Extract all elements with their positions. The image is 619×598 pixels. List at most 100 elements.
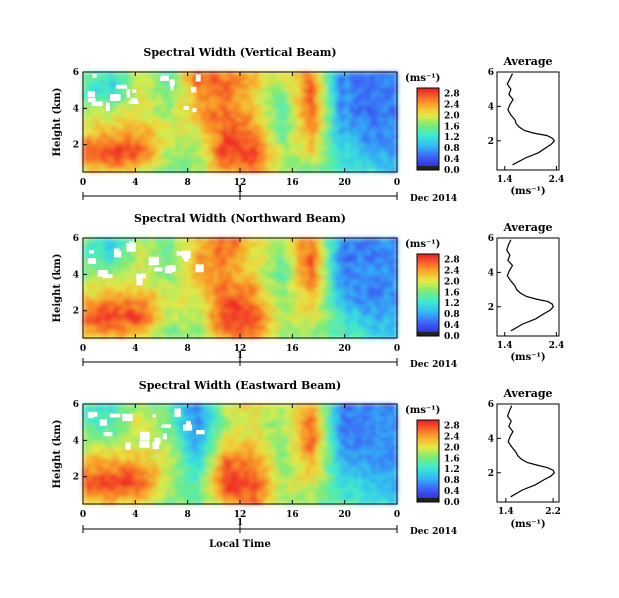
- heatmap-cell: [174, 474, 180, 480]
- heatmap-cell: [240, 130, 245, 136]
- heatmap-cell: [83, 113, 88, 119]
- heatmap-cell: [174, 109, 180, 115]
- heatmap-cell: [370, 80, 376, 86]
- heatmap-cell: [104, 159, 110, 165]
- heatmap-cell: [261, 313, 267, 318]
- heatmap-cell: [344, 122, 350, 127]
- heatmap-cell: [244, 242, 250, 247]
- heatmap-cell: [213, 134, 219, 140]
- heatmap-cell: [104, 454, 110, 459]
- heatmap-cell: [279, 408, 285, 413]
- heatmap-cell: [122, 250, 128, 256]
- heatmap-cell: [135, 246, 141, 252]
- heatmap-cell: [209, 474, 215, 480]
- heatmap-cell: [218, 470, 224, 476]
- heatmap-cell: [117, 416, 123, 422]
- heatmap-cell: [122, 283, 128, 289]
- heatmap-cell: [257, 412, 263, 418]
- heatmap-cell: [388, 292, 394, 297]
- heatmap-cell: [183, 80, 189, 86]
- heatmap-cell: [117, 238, 123, 243]
- heatmap-cell: [135, 80, 141, 86]
- heatmap-cell: [270, 242, 276, 247]
- heatmap-cell: [213, 250, 219, 256]
- heatmap-cell: [161, 238, 167, 243]
- heatmap-cell: [314, 329, 320, 335]
- heatmap-cell: [222, 445, 228, 451]
- heatmap-cell: [117, 147, 123, 152]
- heatmap-cell: [148, 279, 154, 285]
- colorbar-swatch: [417, 284, 439, 288]
- heatmap-cell: [178, 454, 184, 459]
- heatmap-cell: [383, 275, 389, 281]
- heatmap-cell: [331, 437, 337, 443]
- heatmap-cell: [292, 408, 298, 413]
- heatmap-cell: [292, 321, 298, 327]
- heatmap-cell: [196, 441, 202, 447]
- heatmap-cell: [327, 454, 333, 459]
- heatmap-cell: [388, 317, 394, 322]
- heatmap-cell: [296, 283, 302, 289]
- colorbar-swatch: [417, 129, 439, 132]
- heatmap-cell: [161, 404, 167, 409]
- heatmap-cell: [200, 474, 206, 480]
- heatmap-cell: [253, 84, 259, 90]
- heatmap-cell: [183, 130, 189, 136]
- heatmap-cell: [157, 279, 163, 285]
- heatmap-cell: [305, 408, 311, 413]
- heatmap-cell: [349, 92, 354, 98]
- heatmap-cell: [296, 258, 302, 264]
- heatmap-cell: [388, 130, 394, 136]
- heatmap-cell: [117, 466, 123, 472]
- heatmap-cell: [192, 147, 197, 152]
- heatmap-cell: [331, 84, 337, 90]
- heatmap-cell: [340, 155, 346, 161]
- heatmap-cell: [117, 313, 123, 318]
- heatmap-cell: [100, 80, 106, 86]
- colorbar-swatch: [417, 106, 439, 109]
- heatmap-cell: [253, 308, 259, 314]
- heatmap-cell: [113, 105, 119, 111]
- heatmap-cell: [231, 283, 237, 289]
- heatmap-cell: [344, 126, 350, 131]
- heatmap-cell: [392, 159, 398, 165]
- heatmap-cell: [309, 300, 315, 306]
- heatmap-cell: [344, 250, 350, 256]
- heatmap-cell: [144, 134, 150, 140]
- heatmap-cell: [301, 325, 307, 331]
- colorbar-tick-label: 0.4: [444, 155, 460, 165]
- heatmap-cell: [340, 147, 346, 152]
- heatmap-cell: [226, 80, 232, 86]
- heatmap-cell: [157, 155, 163, 161]
- heatmap-cell: [91, 250, 97, 256]
- heatmap-cell: [148, 147, 154, 152]
- heatmap-cell: [122, 317, 128, 322]
- heatmap-cell: [148, 333, 154, 339]
- heatmap-cell: [349, 288, 354, 293]
- heatmap-cell: [266, 458, 272, 463]
- heatmap-cell: [226, 321, 232, 327]
- heatmap-cell: [231, 333, 237, 339]
- heatmap-cell: [318, 101, 324, 106]
- heatmap-cell: [240, 80, 245, 86]
- heatmap-cell: [274, 292, 280, 297]
- heatmap-cell: [122, 454, 128, 459]
- heatmap-cell: [152, 167, 158, 173]
- heatmap-cell: [322, 275, 328, 281]
- heatmap-cell: [362, 279, 368, 285]
- heatmap-cell: [344, 134, 350, 140]
- heatmap-cell: [349, 424, 354, 430]
- heatmap-cell: [270, 458, 276, 463]
- heatmap-cell: [392, 404, 398, 409]
- heatmap-cell: [244, 470, 250, 476]
- heatmap-cell: [314, 271, 320, 277]
- heatmap-cell: [305, 105, 311, 111]
- heatmap-cell: [331, 283, 337, 289]
- heatmap-cell: [231, 412, 237, 418]
- heatmap-cell: [370, 292, 376, 297]
- heatmap-cell: [327, 76, 333, 81]
- heatmap-cell: [135, 470, 141, 476]
- heatmap-cell: [253, 470, 259, 476]
- heatmap-cell: [353, 333, 359, 339]
- heatmap-cell: [309, 288, 315, 293]
